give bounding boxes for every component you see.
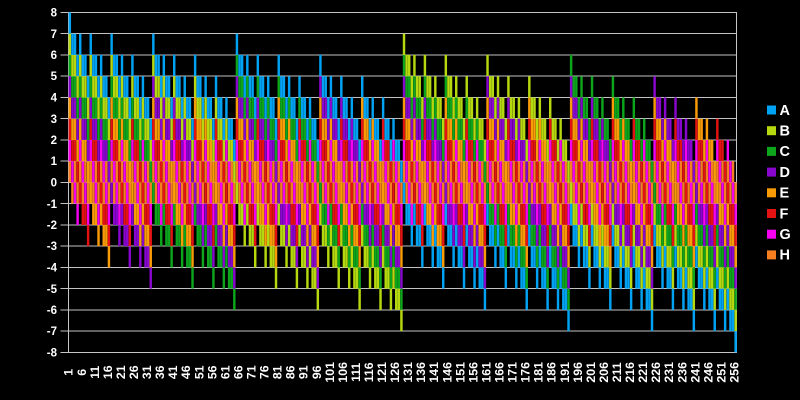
svg-text:E: E	[780, 186, 790, 202]
svg-text:61: 61	[218, 365, 232, 379]
svg-text:141: 141	[427, 362, 441, 383]
svg-text:246: 246	[701, 362, 715, 383]
svg-text:21: 21	[114, 365, 128, 379]
svg-text:B: B	[780, 124, 790, 140]
svg-text:151: 151	[453, 362, 467, 383]
svg-text:231: 231	[662, 362, 676, 383]
svg-text:181: 181	[532, 362, 546, 383]
svg-text:8: 8	[51, 8, 58, 20]
svg-text:96: 96	[310, 365, 324, 379]
svg-text:131: 131	[401, 362, 415, 383]
svg-text:7: 7	[51, 29, 57, 41]
svg-text:-7: -7	[47, 326, 57, 338]
svg-text:G: G	[780, 227, 791, 243]
svg-text:191: 191	[558, 362, 572, 383]
svg-text:256: 256	[728, 362, 742, 383]
svg-text:31: 31	[140, 365, 154, 379]
svg-text:11: 11	[88, 366, 102, 379]
svg-text:136: 136	[414, 362, 428, 383]
svg-text:56: 56	[205, 365, 219, 379]
svg-text:91: 91	[297, 365, 311, 379]
svg-text:236: 236	[675, 362, 689, 383]
svg-text:2: 2	[51, 135, 57, 147]
svg-text:6: 6	[51, 50, 57, 62]
svg-text:161: 161	[480, 362, 494, 383]
svg-text:251: 251	[715, 362, 729, 383]
svg-text:126: 126	[388, 362, 402, 383]
svg-text:A: A	[780, 103, 791, 119]
svg-text:6: 6	[75, 369, 89, 376]
svg-text:226: 226	[649, 362, 663, 383]
svg-text:26: 26	[127, 365, 141, 379]
svg-text:196: 196	[571, 362, 585, 383]
svg-text:1: 1	[51, 156, 58, 168]
svg-text:241: 241	[688, 362, 702, 383]
svg-text:-4: -4	[47, 263, 58, 275]
svg-text:156: 156	[466, 362, 480, 383]
svg-text:41: 41	[166, 365, 180, 379]
svg-text:146: 146	[440, 362, 454, 383]
svg-text:16: 16	[101, 365, 115, 379]
svg-text:171: 171	[506, 362, 520, 383]
svg-text:206: 206	[597, 362, 611, 383]
svg-text:201: 201	[584, 362, 598, 383]
svg-text:221: 221	[636, 362, 650, 383]
svg-text:166: 166	[493, 362, 507, 383]
svg-text:106: 106	[336, 362, 350, 383]
svg-text:1: 1	[62, 369, 76, 376]
svg-text:5: 5	[51, 71, 58, 83]
svg-text:186: 186	[545, 362, 559, 383]
svg-text:51: 51	[192, 365, 206, 379]
svg-text:-1: -1	[47, 199, 58, 211]
svg-text:116: 116	[362, 362, 376, 382]
svg-text:76: 76	[258, 365, 272, 379]
svg-text:C: C	[780, 144, 791, 160]
svg-text:86: 86	[284, 365, 298, 379]
svg-text:71: 71	[245, 365, 259, 379]
svg-text:81: 81	[271, 365, 285, 379]
svg-text:211: 211	[610, 362, 624, 382]
svg-text:-5: -5	[47, 284, 58, 296]
svg-text:F: F	[780, 206, 789, 222]
svg-text:3: 3	[51, 114, 57, 126]
svg-text:D: D	[780, 165, 790, 181]
svg-text:216: 216	[623, 362, 637, 383]
svg-text:H: H	[780, 248, 790, 264]
svg-text:66: 66	[231, 365, 245, 379]
svg-text:-6: -6	[47, 305, 57, 317]
svg-text:-3: -3	[47, 241, 57, 253]
svg-text:46: 46	[179, 365, 193, 379]
svg-text:-8: -8	[47, 348, 58, 360]
svg-text:0: 0	[51, 178, 57, 190]
svg-text:121: 121	[375, 362, 389, 383]
svg-text:101: 101	[323, 362, 337, 383]
svg-text:-2: -2	[47, 220, 57, 232]
svg-text:4: 4	[51, 93, 58, 105]
svg-text:176: 176	[519, 362, 533, 383]
svg-text:111: 111	[349, 363, 363, 382]
svg-text:36: 36	[153, 365, 167, 379]
